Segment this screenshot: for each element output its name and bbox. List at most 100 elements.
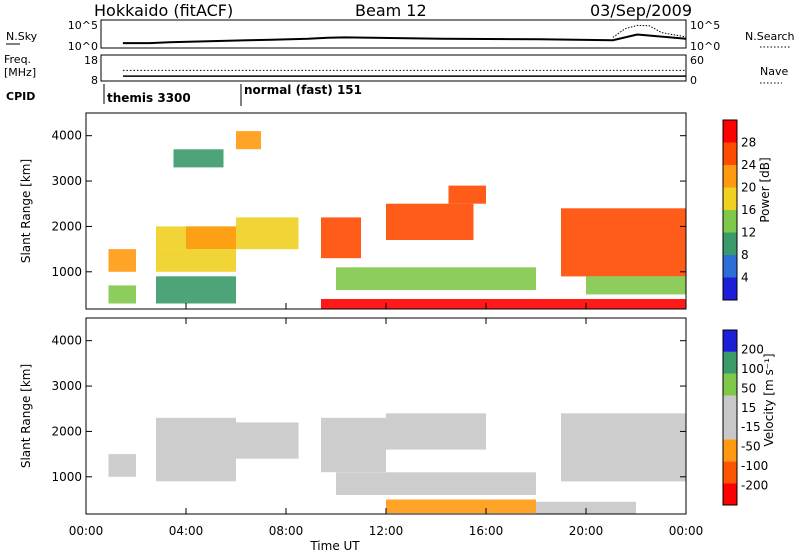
velocity-panel: 1000 2000 3000 4000 Slant Range [km] -200 -1…: [19, 317, 776, 515]
velocity-colorbar-segment: [723, 395, 737, 418]
freq-label-2: [MHz]: [4, 66, 36, 79]
cpid-row: CPID themis 3300 normal (fast) 151: [6, 83, 362, 106]
time-tick-label: 12:00: [369, 524, 404, 538]
power-heatmap: [108, 131, 686, 309]
nave-tick-bottom: 0: [690, 74, 697, 87]
velocity-colorbar-segment: [723, 351, 737, 374]
velocity-cell-7: [561, 413, 686, 482]
velocity-colorbar-tick: 50: [741, 381, 756, 395]
nsearch-tick-top: 10^5: [690, 19, 720, 32]
power-ytick-label: 1000: [51, 265, 82, 279]
velocity-colorbar-segment: [723, 483, 737, 505]
power-cell-7: [236, 217, 299, 250]
velocity-colorbar-frame: [722, 329, 738, 506]
cpid-mode-1: themis 3300: [107, 91, 191, 105]
power-cell-11: [386, 203, 474, 240]
power-colorbar-segment: [723, 187, 737, 210]
power-colorbar-tick: 16: [741, 203, 756, 217]
velocity-ytick-label: 3000: [51, 379, 82, 393]
velocity-cell-4: [386, 413, 486, 450]
freq-label-1: Freq.: [4, 53, 31, 66]
power-colorbar-tick: 12: [741, 226, 756, 240]
velocity-cell-2: [236, 422, 299, 459]
power-cell-2: [156, 249, 236, 272]
nave-tick-top: 60: [690, 54, 704, 67]
velocity-heatmap: [108, 413, 686, 515]
nave-label: Nave: [760, 65, 788, 78]
velocity-y-ticks: 1000 2000 3000 4000: [51, 334, 686, 484]
power-cell-9: [321, 217, 361, 259]
velocity-colorbar-label: Velocity [m s⁻¹]: [762, 353, 776, 446]
freq-frame: [100, 54, 687, 82]
power-colorbar-segment: [723, 120, 737, 143]
nsky-line: [122, 33, 687, 45]
velocity-colorbar-tick: 15: [741, 401, 756, 415]
velocity-cell-6: [386, 499, 536, 514]
nsearch-line: [612, 24, 687, 38]
velocity-cell-5: [336, 472, 536, 495]
velocity-colorbar-segment: [723, 417, 737, 440]
time-tick-label: 00:00: [669, 524, 704, 538]
station-title: Hokkaido (fitACF): [94, 1, 233, 20]
velocity-cell-0: [108, 454, 136, 477]
power-colorbar: 4 8 12 16 20 24 28: [722, 119, 756, 301]
power-ylabel: Slant Range [km]: [19, 159, 33, 263]
power-colorbar-segment: [723, 210, 737, 233]
nsearch-label: N.Search: [745, 30, 795, 43]
power-cell-0: [108, 249, 136, 272]
velocity-ylabel: Slant Range [km]: [19, 364, 33, 468]
cpid-mode-2: normal (fast) 151: [244, 83, 362, 97]
time-axis: 00:00 04:00 08:00 12:00 16:00 20:00 00:00: [69, 303, 704, 538]
power-cell-5: [156, 276, 236, 304]
power-ytick-label: 3000: [51, 174, 82, 188]
velocity-colorbar-tick: -15: [741, 420, 761, 434]
time-tick-label: 04:00: [169, 524, 204, 538]
velocity-colorbar-segment: [723, 461, 737, 484]
freq-series: [122, 69, 686, 77]
power-colorbar-frame: [722, 119, 738, 301]
time-axis-title: Time UT: [309, 539, 360, 553]
power-cell-10: [336, 267, 536, 290]
velocity-colorbar-tick: -50: [741, 440, 761, 454]
velocity-ytick-label: 4000: [51, 334, 82, 348]
power-y-ticks: 1000 2000 3000 4000: [51, 129, 686, 279]
velocity-colorbar-tick: -200: [741, 479, 768, 493]
date-title: 03/Sep/2009: [590, 1, 692, 20]
nsky-series: [122, 24, 687, 45]
freq-tick-top: 18: [84, 54, 98, 67]
velocity-ytick-label: 1000: [51, 470, 82, 484]
nsky-tick-bottom: 10^0: [68, 40, 98, 53]
power-colorbar-tick: 28: [741, 136, 756, 150]
time-tick-label: 08:00: [269, 524, 304, 538]
power-cell-4: [186, 226, 236, 250]
nsky-tick-top: 10^5: [68, 19, 98, 32]
nsearch-tick-bottom: 10^0: [690, 40, 720, 53]
power-colorbar-tick: 24: [741, 158, 756, 172]
velocity-colorbar-tick: 100: [741, 362, 764, 376]
power-colorbar-label: Power [dB]: [758, 157, 772, 222]
power-colorbar-segment: [723, 142, 737, 165]
power-cell-14: [561, 208, 686, 277]
nsky-panel: N.Sky 10^5 10^0 10^5 10^0 N.Search: [6, 19, 795, 53]
velocity-cell-3: [321, 417, 386, 473]
time-tick-label: 20:00: [569, 524, 604, 538]
velocity-colorbar-segment: [723, 373, 737, 396]
velocity-colorbar: -200 -100 -50 -15 15 50 100 200: [722, 329, 768, 506]
velocity-colorbar-tick: 200: [741, 342, 764, 356]
nsky-label: N.Sky: [6, 30, 38, 43]
nsky-frame: [100, 19, 687, 49]
power-cell-6: [173, 149, 224, 168]
velocity-ytick-label: 2000: [51, 424, 82, 438]
time-tick-label: 00:00: [69, 524, 104, 538]
power-cell-12: [448, 185, 486, 204]
power-cell-15: [586, 276, 686, 295]
power-cell-13: [321, 299, 686, 309]
cpid-label: CPID: [6, 90, 35, 103]
power-colorbar-segment: [723, 165, 737, 188]
beam-title: Beam 12: [355, 1, 427, 20]
power-panel: 1000 2000 3000 4000 Slant Range [km] 4 8 12 16…: [19, 112, 772, 310]
velocity-colorbar-tick: -100: [741, 459, 768, 473]
power-ytick-label: 2000: [51, 219, 82, 233]
power-cell-8: [236, 131, 261, 150]
velocity-colorbar-segment: [723, 439, 737, 462]
